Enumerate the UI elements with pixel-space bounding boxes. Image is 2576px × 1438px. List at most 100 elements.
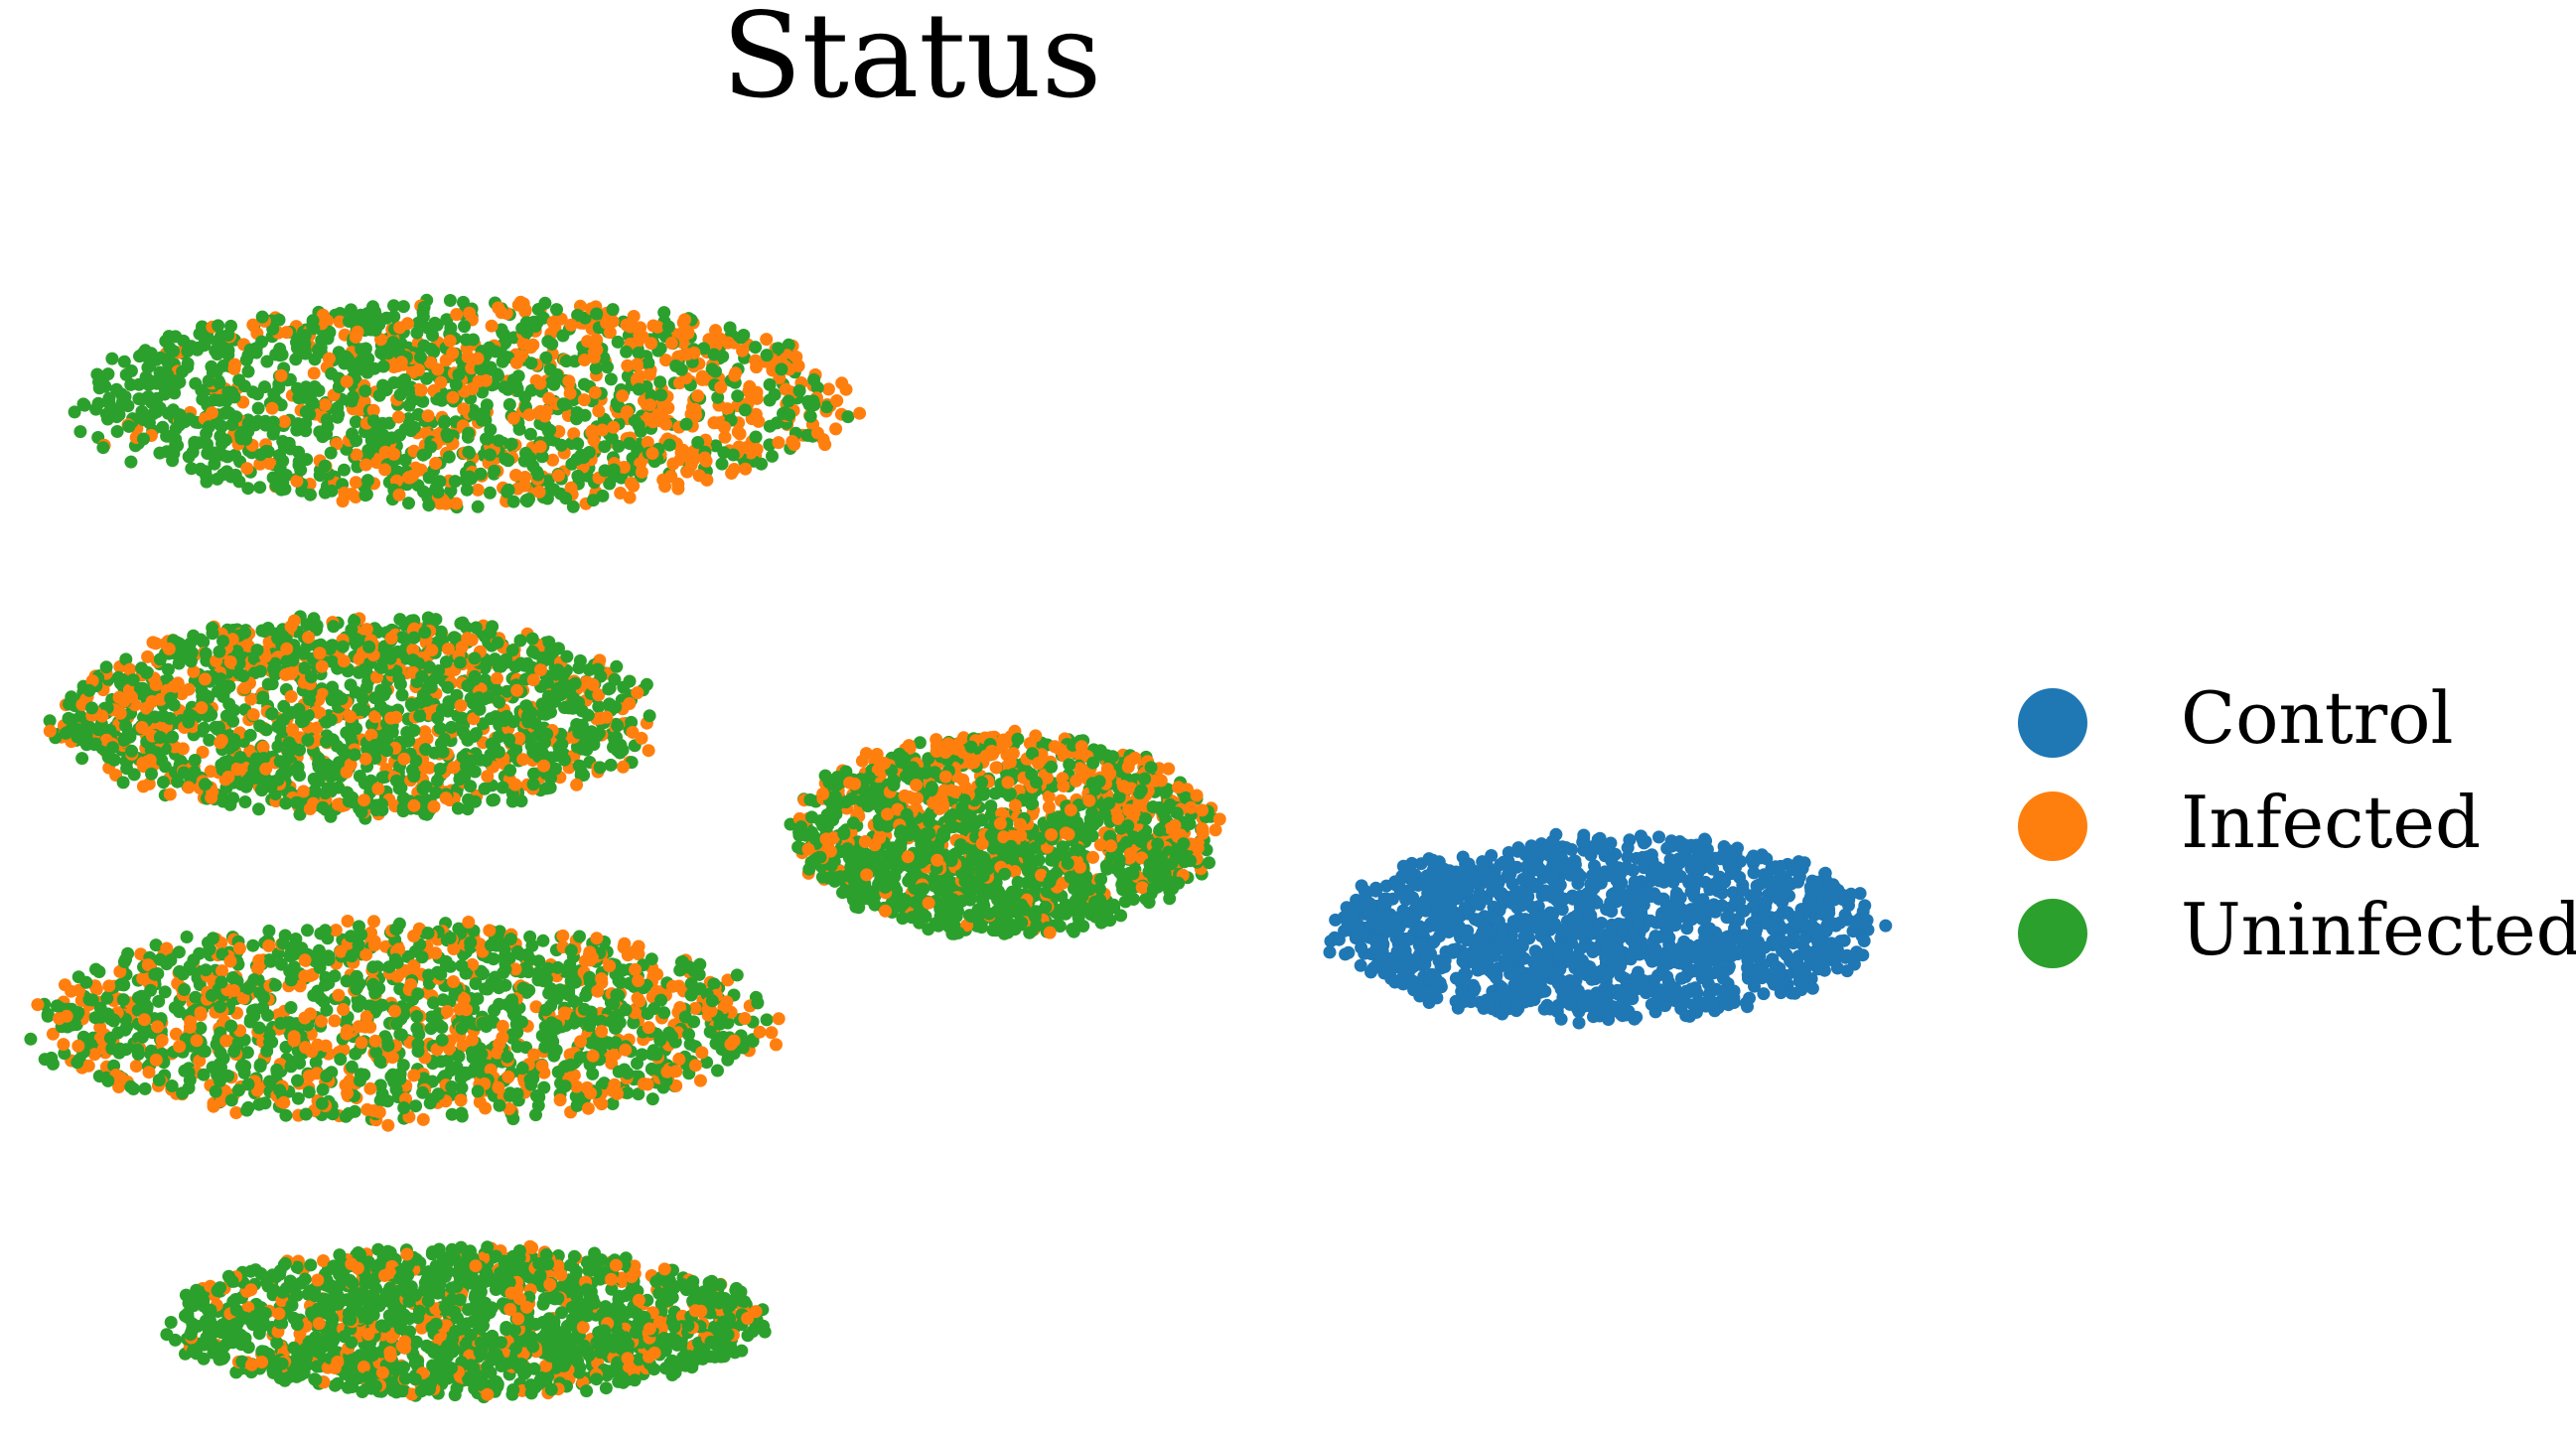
- point-uninfected: [610, 988, 624, 1002]
- point-uninfected: [524, 357, 538, 370]
- point-uninfected: [323, 325, 337, 339]
- point-infected: [695, 372, 709, 386]
- point-uninfected: [483, 486, 497, 500]
- point-uninfected: [573, 930, 586, 943]
- point-uninfected: [106, 741, 119, 755]
- point-uninfected: [119, 1043, 133, 1057]
- point-uninfected: [199, 778, 212, 791]
- point-uninfected: [501, 684, 514, 698]
- point-uninfected: [199, 963, 213, 977]
- point-uninfected: [763, 377, 777, 391]
- point-uninfected: [453, 655, 467, 669]
- point-uninfected: [406, 699, 419, 713]
- point-infected: [388, 1004, 401, 1018]
- point-infected: [691, 389, 705, 403]
- point-infected: [350, 448, 363, 462]
- point-infected: [141, 649, 155, 663]
- point-uninfected: [182, 715, 196, 729]
- point-uninfected: [222, 697, 236, 711]
- point-uninfected: [239, 780, 253, 793]
- point-uninfected: [772, 342, 786, 356]
- point-uninfected: [178, 415, 192, 429]
- point-infected: [750, 385, 764, 399]
- point-infected: [632, 974, 645, 988]
- point-uninfected: [191, 343, 205, 357]
- point-infected: [407, 798, 421, 812]
- point-uninfected: [272, 313, 286, 327]
- point-uninfected: [424, 440, 438, 454]
- point-uninfected: [320, 715, 334, 729]
- point-uninfected: [258, 380, 271, 394]
- point-uninfected: [376, 360, 390, 373]
- point-uninfected: [305, 670, 318, 684]
- point-uninfected: [711, 1064, 724, 1078]
- point-infected: [590, 932, 604, 945]
- point-uninfected: [215, 975, 228, 989]
- point-uninfected: [469, 621, 483, 635]
- point-uninfected: [380, 744, 394, 758]
- point-infected: [232, 941, 246, 955]
- point-infected: [595, 1025, 609, 1038]
- point-infected: [381, 1118, 395, 1132]
- point-uninfected: [586, 1067, 600, 1080]
- point-uninfected: [501, 1050, 514, 1064]
- point-uninfected: [715, 457, 729, 471]
- point-uninfected: [350, 633, 363, 647]
- point-infected: [676, 336, 690, 350]
- point-infected: [491, 671, 503, 685]
- point-uninfected: [125, 744, 139, 758]
- point-uninfected: [79, 738, 93, 752]
- point-uninfected: [291, 760, 305, 774]
- point-infected: [149, 637, 163, 650]
- point-uninfected: [263, 1075, 277, 1088]
- point-uninfected: [283, 949, 297, 963]
- point-uninfected: [440, 427, 454, 441]
- point-uninfected: [358, 703, 371, 717]
- point-uninfected: [385, 725, 399, 739]
- point-uninfected: [227, 1045, 241, 1059]
- point-infected: [330, 437, 344, 451]
- point-uninfected: [381, 1039, 395, 1053]
- point-uninfected: [465, 1065, 479, 1078]
- point-uninfected: [749, 430, 763, 444]
- point-uninfected: [397, 1101, 411, 1114]
- point-uninfected: [420, 371, 434, 385]
- point-infected: [358, 793, 371, 807]
- point-uninfected: [136, 681, 150, 695]
- point-infected: [570, 778, 584, 791]
- point-infected: [810, 426, 824, 440]
- point-uninfected: [252, 1097, 266, 1111]
- point-uninfected: [163, 711, 177, 725]
- point-uninfected: [435, 1033, 449, 1047]
- point-uninfected: [164, 953, 178, 967]
- point-uninfected: [391, 645, 405, 658]
- point-uninfected: [211, 472, 224, 486]
- point-uninfected: [320, 1070, 334, 1083]
- point-uninfected: [492, 434, 505, 448]
- point-uninfected: [427, 996, 440, 1010]
- point-uninfected: [491, 636, 504, 649]
- point-uninfected: [335, 692, 349, 706]
- point-infected: [664, 337, 678, 350]
- cluster-4: [160, 1239, 772, 1404]
- point-infected: [412, 363, 426, 376]
- point-uninfected: [126, 1082, 140, 1095]
- point-uninfected: [327, 620, 341, 634]
- point-infected: [637, 1077, 650, 1090]
- point-uninfected: [168, 379, 182, 392]
- point-uninfected: [99, 407, 113, 421]
- point-uninfected: [75, 752, 89, 766]
- point-uninfected: [770, 416, 784, 430]
- point-uninfected: [444, 321, 458, 335]
- point-infected: [772, 1012, 786, 1026]
- point-infected: [284, 689, 298, 703]
- point-uninfected: [503, 933, 517, 946]
- point-uninfected: [610, 659, 624, 673]
- point-uninfected: [476, 1016, 490, 1030]
- point-infected: [333, 315, 347, 329]
- point-infected: [587, 351, 601, 364]
- point-infected: [645, 447, 659, 460]
- point-uninfected: [46, 1057, 60, 1071]
- point-uninfected: [202, 374, 215, 388]
- point-uninfected: [803, 409, 817, 423]
